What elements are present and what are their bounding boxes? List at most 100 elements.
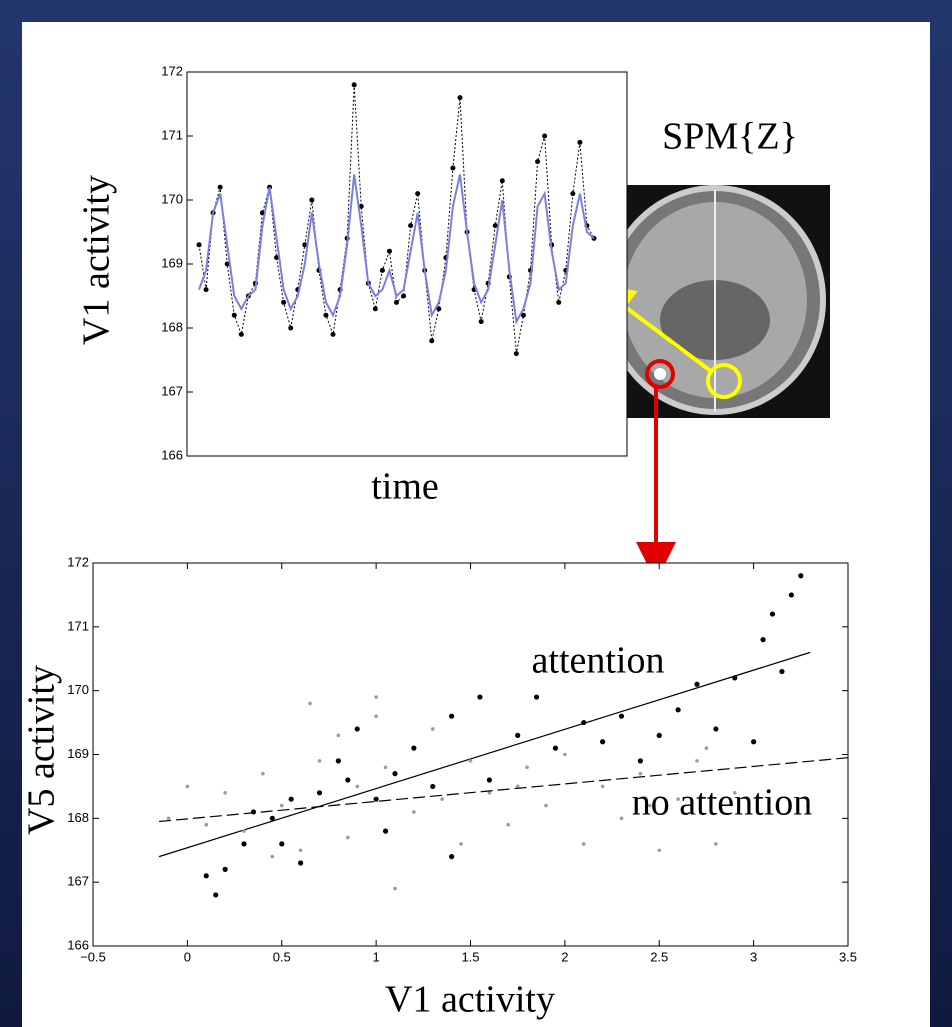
data-point bbox=[506, 822, 511, 827]
data-point bbox=[374, 714, 378, 718]
data-point bbox=[346, 835, 350, 840]
y-tick-label: 168 bbox=[67, 810, 89, 825]
data-point bbox=[430, 727, 435, 731]
data-point bbox=[224, 261, 230, 267]
data-point bbox=[204, 822, 209, 827]
data-point bbox=[351, 82, 357, 88]
data-point bbox=[515, 784, 520, 789]
data-point bbox=[298, 848, 303, 853]
data-point bbox=[714, 842, 718, 846]
data-point bbox=[457, 95, 463, 101]
data-point bbox=[373, 796, 379, 802]
x-tick-label: 1.5 bbox=[461, 949, 479, 964]
y-tick-label: 167 bbox=[67, 874, 89, 889]
data-point bbox=[411, 745, 417, 751]
data-point bbox=[779, 668, 785, 675]
data-point bbox=[499, 178, 505, 184]
series-label: attention bbox=[532, 640, 665, 682]
data-point bbox=[525, 765, 529, 770]
data-point bbox=[486, 777, 492, 783]
data-point bbox=[217, 184, 223, 190]
data-point bbox=[676, 797, 680, 801]
y-tick-label: 170 bbox=[67, 682, 89, 697]
data-point bbox=[270, 854, 275, 859]
data-point bbox=[450, 165, 456, 171]
y-tick-label: 171 bbox=[161, 127, 183, 142]
y-tick-label: 167 bbox=[161, 383, 183, 398]
x-axis-label: time bbox=[371, 466, 439, 508]
data-point bbox=[468, 759, 473, 763]
y-tick-label: 171 bbox=[67, 618, 89, 633]
data-point bbox=[732, 791, 737, 795]
data-point bbox=[242, 829, 246, 833]
data-point bbox=[317, 759, 322, 763]
data-point bbox=[600, 784, 605, 789]
data-point bbox=[704, 746, 709, 750]
data-point bbox=[302, 242, 308, 248]
data-point bbox=[535, 159, 541, 165]
data-point bbox=[515, 732, 521, 738]
data-point bbox=[581, 842, 586, 846]
brain-image bbox=[600, 185, 830, 418]
data-point bbox=[203, 287, 209, 293]
data-point bbox=[751, 739, 757, 745]
data-point bbox=[358, 203, 364, 209]
data-point bbox=[241, 841, 247, 847]
data-point bbox=[372, 306, 378, 312]
data-point bbox=[323, 312, 329, 318]
data-point bbox=[336, 733, 341, 738]
data-point bbox=[769, 611, 776, 617]
y-axis-label: V1 activity bbox=[76, 175, 118, 345]
data-point bbox=[166, 816, 171, 821]
data-point bbox=[392, 771, 398, 777]
data-point bbox=[394, 299, 399, 305]
data-point bbox=[281, 299, 287, 305]
data-point bbox=[713, 726, 719, 732]
data-point bbox=[513, 351, 519, 357]
data-point bbox=[552, 745, 559, 751]
data-point bbox=[542, 133, 548, 139]
data-point bbox=[487, 791, 492, 795]
data-point bbox=[316, 790, 323, 796]
data-point bbox=[309, 197, 315, 203]
data-point bbox=[274, 255, 280, 261]
x-axis-label: V1 activity bbox=[385, 979, 555, 1021]
data-point bbox=[379, 267, 385, 273]
data-point bbox=[563, 752, 567, 757]
data-point bbox=[459, 842, 463, 846]
data-point bbox=[656, 732, 662, 738]
image-label: SPM{Z} bbox=[662, 116, 798, 158]
data-point bbox=[261, 771, 265, 776]
data-point bbox=[415, 191, 421, 197]
data-point bbox=[383, 765, 388, 770]
data-point bbox=[203, 873, 209, 879]
data-point bbox=[694, 681, 700, 687]
data-point bbox=[412, 810, 416, 814]
data-point bbox=[788, 592, 794, 598]
data-point bbox=[354, 726, 360, 732]
data-point bbox=[449, 854, 455, 860]
data-point bbox=[637, 758, 643, 764]
data-point bbox=[231, 312, 237, 318]
y-tick-label: 172 bbox=[161, 63, 183, 78]
data-point bbox=[556, 299, 562, 305]
data-point bbox=[288, 325, 294, 331]
data-point bbox=[288, 796, 294, 802]
data-point bbox=[298, 860, 304, 866]
data-point bbox=[269, 815, 275, 821]
data-point bbox=[675, 707, 681, 713]
data-point bbox=[695, 759, 699, 763]
data-point bbox=[477, 694, 483, 700]
y-tick-label: 172 bbox=[67, 554, 89, 569]
y-tick-label: 166 bbox=[67, 937, 89, 952]
data-point bbox=[382, 828, 389, 834]
fit-line bbox=[198, 174, 595, 325]
fit-line bbox=[159, 757, 849, 823]
data-point bbox=[374, 695, 378, 699]
data-point bbox=[648, 803, 652, 808]
data-point bbox=[393, 886, 397, 891]
data-point bbox=[429, 338, 435, 344]
x-tick-label: 1 bbox=[373, 949, 380, 964]
data-point bbox=[250, 809, 257, 815]
